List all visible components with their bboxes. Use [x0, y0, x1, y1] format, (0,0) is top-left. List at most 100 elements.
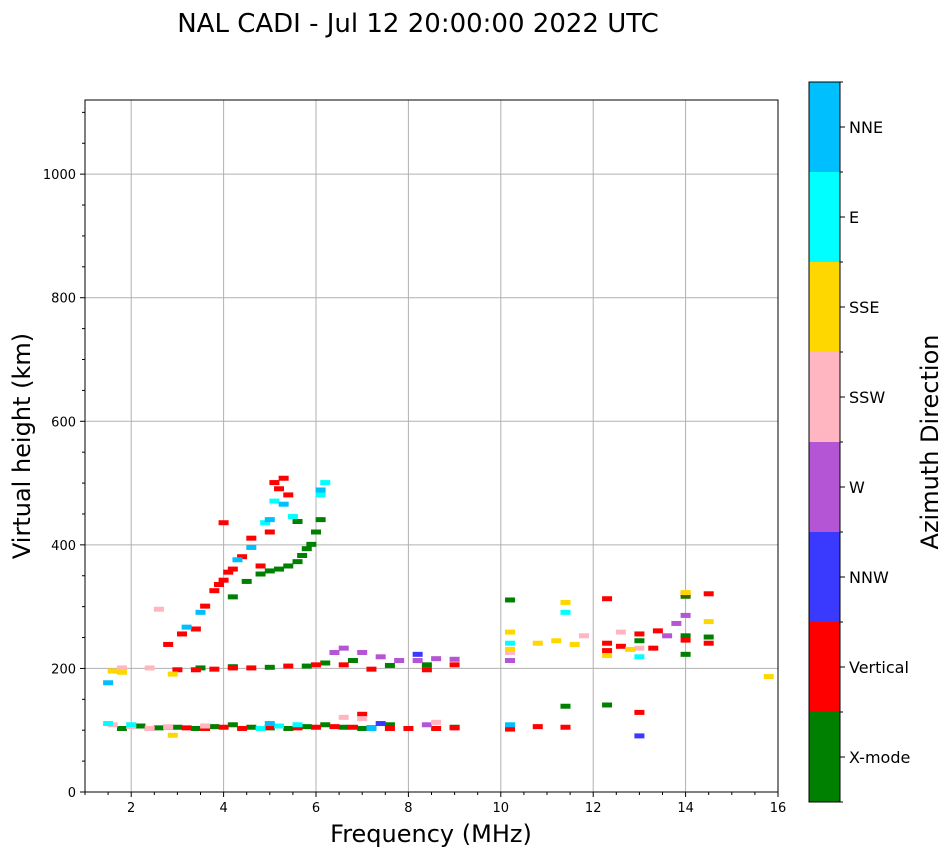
data-point: [116, 665, 127, 671]
data-point: [602, 596, 613, 602]
data-point: [246, 724, 257, 730]
data-point: [209, 724, 220, 730]
data-point: [223, 569, 234, 575]
data-point: [264, 724, 275, 730]
colorbar-tick-label: Vertical: [849, 658, 909, 677]
data-point: [135, 723, 146, 729]
data-point: [301, 546, 312, 552]
x-axis-ticks: 2 4 6 8 10 12 14 16: [84, 792, 787, 816]
data-point: [366, 725, 377, 731]
data-point: [560, 703, 571, 709]
data-point: [209, 588, 220, 594]
data-point: [144, 665, 155, 671]
data-point: [153, 725, 164, 731]
data-point: [449, 656, 460, 662]
data-points: [103, 475, 774, 739]
data-point: [227, 566, 238, 572]
data-point: [338, 714, 349, 720]
data-point: [172, 724, 183, 730]
data-point: [703, 591, 714, 597]
data-point: [421, 722, 432, 728]
x-tick-label: 2: [127, 801, 135, 816]
data-point: [357, 711, 368, 717]
data-point: [449, 662, 460, 668]
data-point: [602, 648, 613, 654]
data-point: [195, 609, 206, 615]
colorbar-tick-label: E: [849, 208, 859, 227]
data-point: [292, 725, 303, 731]
data-point: [218, 577, 229, 583]
colorbar-segment: [809, 82, 840, 172]
data-point: [227, 722, 238, 728]
data-point: [167, 671, 178, 677]
data-point: [116, 669, 127, 675]
data-point: [431, 725, 442, 731]
x-tick-label: 10: [493, 801, 510, 816]
data-point: [652, 628, 663, 634]
data-point: [602, 640, 613, 646]
data-point: [177, 631, 188, 637]
data-point: [320, 722, 331, 728]
y-tick-label: 1000: [43, 168, 76, 183]
data-point: [602, 702, 613, 708]
colorbar-segment: [809, 352, 840, 442]
data-point: [703, 634, 714, 640]
data-point: [283, 563, 294, 569]
data-point: [357, 649, 368, 655]
data-point: [107, 668, 118, 674]
data-point: [680, 590, 691, 596]
data-point: [505, 629, 516, 635]
data-point: [551, 638, 562, 644]
data-point: [431, 656, 442, 662]
data-point: [366, 666, 377, 672]
x-tick-label: 12: [585, 801, 602, 816]
x-axis-label: Frequency (MHz): [330, 820, 532, 848]
data-point: [329, 724, 340, 730]
data-point: [634, 709, 645, 715]
data-point: [190, 667, 201, 673]
data-point: [560, 724, 571, 730]
data-point: [283, 663, 294, 669]
data-point: [116, 725, 127, 731]
data-point: [237, 554, 248, 560]
data-point: [648, 645, 659, 651]
data-point: [338, 662, 349, 668]
data-point: [227, 665, 238, 671]
data-point: [246, 665, 257, 671]
data-point: [375, 654, 386, 660]
data-point: [634, 638, 645, 644]
data-point: [274, 723, 285, 729]
colorbar-tick-label: X-mode: [849, 748, 910, 767]
data-point: [615, 643, 626, 649]
data-point: [357, 725, 368, 731]
data-point: [634, 631, 645, 637]
colorbar-tick-label: NNE: [849, 118, 883, 137]
x-tick-label: 16: [770, 801, 787, 816]
data-point: [680, 637, 691, 643]
data-point: [200, 723, 211, 729]
data-point: [241, 578, 252, 584]
data-point: [532, 640, 543, 646]
data-point: [103, 721, 114, 727]
data-point: [703, 640, 714, 646]
colorbar-tick-label: NNW: [849, 568, 889, 587]
data-point: [329, 649, 340, 655]
data-point: [412, 651, 423, 657]
y-tick-label: 200: [51, 662, 76, 677]
data-point: [260, 520, 271, 526]
colorbar-segment: [809, 262, 840, 352]
data-point: [703, 619, 714, 625]
data-point: [505, 640, 516, 646]
plot-frame: [84, 99, 779, 793]
data-point: [532, 724, 543, 730]
data-point: [578, 633, 589, 639]
data-point: [338, 724, 349, 730]
data-point: [431, 719, 442, 725]
data-point: [172, 667, 183, 673]
data-point: [357, 716, 368, 722]
data-point: [264, 517, 275, 523]
data-point: [264, 721, 275, 727]
data-point: [153, 606, 164, 612]
x-tick-label: 8: [404, 801, 412, 816]
